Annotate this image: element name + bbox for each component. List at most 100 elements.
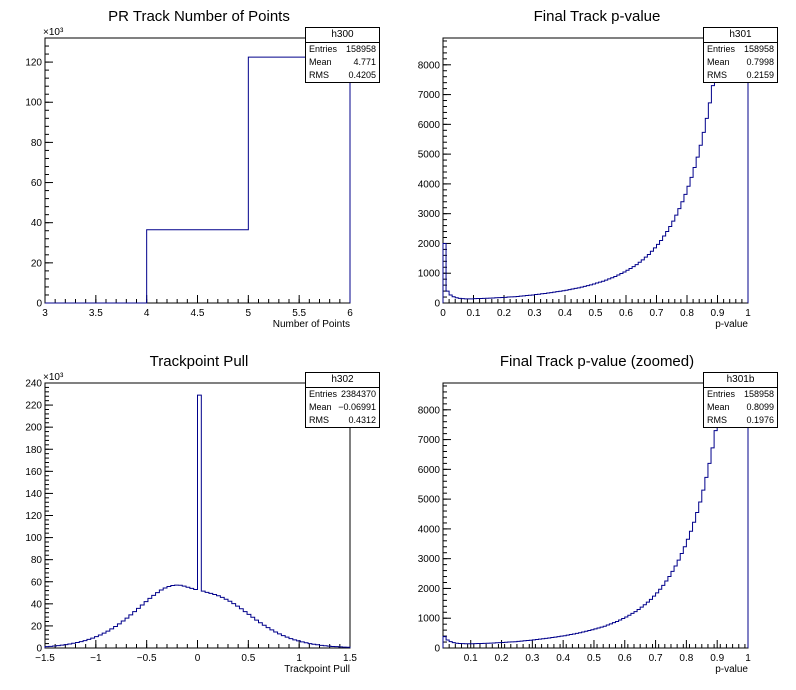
histogram-bin xyxy=(566,635,569,648)
histogram-bin xyxy=(660,240,663,303)
stats-label: RMS xyxy=(309,70,329,80)
stats-title: h300 xyxy=(306,28,379,43)
histogram-bin xyxy=(504,297,507,303)
histogram-bin xyxy=(569,635,572,648)
histogram-bin xyxy=(486,298,489,303)
histogram-bin xyxy=(535,295,538,303)
histogram-bin xyxy=(666,232,669,303)
stats-label: Mean xyxy=(707,57,730,67)
y-tick-label: 240 xyxy=(25,379,42,390)
histogram-bin xyxy=(495,643,498,648)
histogram-bin xyxy=(609,624,612,648)
stats-label: RMS xyxy=(707,70,727,80)
histogram-bin xyxy=(544,293,547,303)
histogram-bin xyxy=(663,236,666,303)
histogram-bin xyxy=(140,605,144,648)
histogram-bin xyxy=(659,589,662,648)
histogram-bin xyxy=(674,566,677,648)
histogram-bin xyxy=(620,274,623,303)
histogram-bin xyxy=(492,643,495,648)
x-tick-label: 0.5 xyxy=(241,653,255,664)
histogram-bin xyxy=(498,298,501,303)
y-tick-label: 120 xyxy=(25,58,42,69)
histogram-bin xyxy=(622,618,625,648)
histogram-bin xyxy=(95,637,99,648)
histogram-bin xyxy=(468,644,471,648)
histogram-bin xyxy=(560,636,563,648)
x-tick-label: 3 xyxy=(42,308,48,319)
stats-value: 158958 xyxy=(345,44,376,54)
histogram-bin xyxy=(510,297,513,303)
histogram-bin xyxy=(293,640,297,648)
stats-label: Entries xyxy=(707,389,736,399)
histogram-bin xyxy=(236,606,240,648)
histogram-bin xyxy=(589,285,592,303)
histogram-bin xyxy=(304,643,308,648)
histogram-bin xyxy=(489,298,492,303)
histogram-bin xyxy=(579,633,582,648)
x-tick-label: 0.6 xyxy=(618,653,632,664)
histogram-bin xyxy=(574,288,577,303)
y-tick-label: 5000 xyxy=(418,150,441,161)
histogram-bin xyxy=(646,602,649,648)
histogram-bin xyxy=(148,598,152,648)
stats-row-mean: Mean −0.06991 xyxy=(306,401,379,414)
histogram-bin xyxy=(702,490,705,648)
y-tick-label: 2000 xyxy=(418,584,441,595)
chart-title: Final Track p-value (zoomed) xyxy=(499,353,695,370)
histogram-bin xyxy=(76,642,80,648)
x-tick-label: 0.8 xyxy=(679,653,693,664)
y-tick-label: 3000 xyxy=(418,554,441,565)
x-tick-label: 3.5 xyxy=(89,308,103,319)
histogram-bin xyxy=(68,644,72,648)
histogram-bin xyxy=(594,629,597,648)
histogram-pad-pvalue: Final Track p-value 0 0.1 0.2 0.3 0.4 0.5 0.6 0… xyxy=(398,0,796,345)
y-tick-label: 160 xyxy=(25,467,42,478)
histogram-bin xyxy=(696,157,699,303)
histogram-bin xyxy=(656,593,659,648)
stats-label: Entries xyxy=(707,44,736,54)
histogram-plot: −1.5 −1 −0.5 0 0.5 1 1.5 0 20 40 60 80 100 120 140 160 1… xyxy=(25,372,357,675)
histogram-bin xyxy=(110,629,114,648)
x-tick-label: 0.7 xyxy=(649,653,663,664)
x-tick-label: 1 xyxy=(745,308,751,319)
x-tick-label: 6 xyxy=(347,308,353,319)
histogram-bin xyxy=(681,202,684,303)
stats-row-mean: Mean 0.7998 xyxy=(704,56,777,69)
stats-title: h301b xyxy=(704,373,777,388)
histogram-bin xyxy=(657,244,660,303)
histogram-bin xyxy=(641,260,644,303)
y-tick-label: 0 xyxy=(434,299,440,310)
histogram-bin xyxy=(629,268,632,303)
histogram-bin xyxy=(517,641,520,648)
x-tick-label: 0.3 xyxy=(525,653,539,664)
y-exponent-label: ×10³ xyxy=(43,372,64,383)
histogram-bin xyxy=(522,296,525,303)
x-tick-label: 1 xyxy=(296,653,302,664)
histogram-bin xyxy=(557,637,560,648)
histogram-bin xyxy=(575,633,578,648)
histogram-bin xyxy=(653,248,656,303)
histogram-bin xyxy=(583,286,586,303)
histogram-bin xyxy=(637,610,640,648)
histogram-bin xyxy=(580,287,583,303)
histogram-bin xyxy=(699,502,702,648)
histogram-bin xyxy=(714,431,717,648)
histogram-bin xyxy=(505,642,508,648)
y-tick-label: 80 xyxy=(31,138,43,149)
stats-row-rms: RMS 0.4205 xyxy=(306,69,379,82)
histogram-bin xyxy=(467,299,470,303)
stats-title: h302 xyxy=(306,373,379,388)
histogram-bin xyxy=(541,294,544,303)
histogram-bin xyxy=(614,277,617,304)
x-tick-label: 0.3 xyxy=(528,308,542,319)
histogram-bin xyxy=(511,642,514,648)
y-tick-label: 200 xyxy=(25,423,42,434)
x-tick-label: 0.4 xyxy=(558,308,572,319)
histogram-bin xyxy=(539,639,542,648)
histogram-bin xyxy=(632,267,635,303)
x-tick-label: 0.5 xyxy=(589,308,603,319)
histogram-pad-trackpoint-pull: Trackpoint Pull −1.5 −1 −0.5 0 0.5 1 1.5 0 20 40 6… xyxy=(0,345,398,690)
histogram-bin xyxy=(464,299,467,303)
histogram-outline xyxy=(442,383,749,648)
